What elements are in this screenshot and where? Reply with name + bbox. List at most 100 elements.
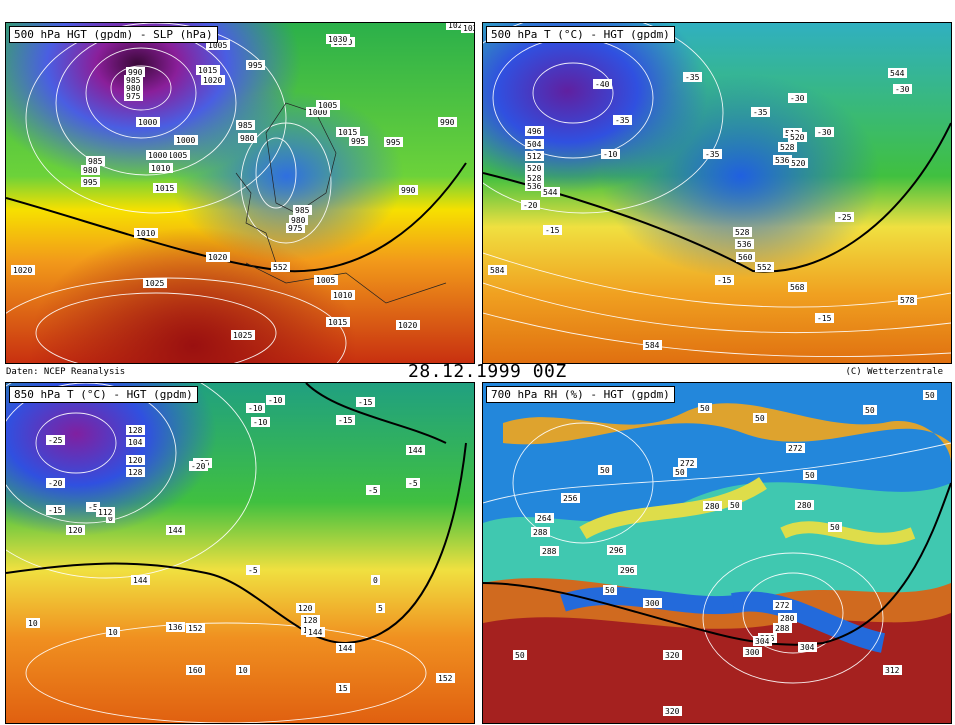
contour-label: 152 — [186, 623, 205, 633]
svg-text:995: 995 — [351, 137, 366, 146]
contour-label: 1020 — [396, 320, 420, 330]
contour-label: 985 — [124, 75, 143, 85]
contour-label: 152 — [436, 673, 455, 683]
contour-label: 272 — [678, 458, 697, 468]
contour-label: 1010 — [331, 290, 355, 300]
contour-label: 112 — [96, 507, 115, 517]
contour-label: 120 — [296, 603, 315, 613]
svg-text:-25: -25 — [48, 436, 63, 445]
svg-text:-35: -35 — [685, 73, 700, 82]
svg-text:296: 296 — [609, 546, 624, 555]
contour-label: -25 — [46, 435, 65, 445]
svg-text:-15: -15 — [545, 226, 560, 235]
svg-text:552: 552 — [273, 263, 288, 272]
svg-text:568: 568 — [790, 283, 805, 292]
svg-text:980: 980 — [240, 134, 255, 143]
contour-label: -15 — [46, 505, 65, 515]
contour-label: 50 — [753, 413, 767, 423]
svg-text:104: 104 — [128, 438, 143, 447]
svg-text:272: 272 — [680, 459, 695, 468]
svg-text:128: 128 — [303, 616, 318, 625]
svg-text:-15: -15 — [358, 398, 373, 407]
t850-map: -25 -20 -15 -10 -10 -15 -20 -5 -5 -5 -5 0 0 5 10 10 10 15… — [6, 383, 474, 723]
contour-label: -5 — [406, 478, 420, 488]
contour-label: 975 — [124, 91, 143, 101]
svg-text:-40: -40 — [595, 80, 610, 89]
svg-text:1020: 1020 — [398, 321, 417, 330]
svg-text:128: 128 — [128, 468, 143, 477]
contour-label: 584 — [488, 265, 507, 275]
contour-label: -15 — [543, 225, 562, 235]
svg-text:1015: 1015 — [328, 318, 347, 327]
contour-label: 0 — [371, 575, 380, 585]
svg-text:-10: -10 — [253, 418, 268, 427]
svg-text:528: 528 — [735, 228, 750, 237]
svg-text:15: 15 — [338, 684, 348, 693]
contour-label: 985 — [293, 205, 312, 215]
svg-text:160: 160 — [188, 666, 203, 675]
svg-text:1010: 1010 — [333, 291, 352, 300]
contour-label: 15 — [336, 683, 350, 693]
svg-text:144: 144 — [308, 628, 323, 637]
svg-text:312: 312 — [885, 666, 900, 675]
contour-label: 10 — [236, 665, 250, 675]
svg-text:980: 980 — [83, 166, 98, 175]
panel-t500-hgt: -40 -35 -35 -35 -35 -30 -30 -30 -25 -20 -15 -15 -15 -… — [482, 22, 952, 364]
contour-label: 50 — [923, 390, 937, 400]
contour-label: 144 — [166, 525, 185, 535]
svg-text:50: 50 — [600, 466, 610, 475]
svg-text:10: 10 — [238, 666, 248, 675]
contour-label: 144 — [131, 575, 150, 585]
contour-label: 50 — [698, 403, 712, 413]
svg-text:256: 256 — [563, 494, 578, 503]
svg-text:560: 560 — [738, 253, 753, 262]
contour-label: 980 — [238, 133, 257, 143]
svg-text:144: 144 — [133, 576, 148, 585]
svg-text:50: 50 — [730, 501, 740, 510]
contour-label: 128 — [301, 615, 320, 625]
svg-text:544: 544 — [543, 188, 558, 197]
svg-text:995: 995 — [386, 138, 401, 147]
svg-text:50: 50 — [865, 406, 875, 415]
svg-text:1025: 1025 — [448, 23, 467, 30]
svg-text:272: 272 — [775, 601, 790, 610]
copyright-label: (C) Wetterzentrale — [845, 367, 943, 377]
contour-label: 10 — [106, 627, 120, 637]
contour-label: 288 — [773, 623, 792, 633]
svg-text:-30: -30 — [817, 128, 832, 137]
contour-label: -25 — [835, 212, 854, 222]
contour-label: -15 — [815, 313, 834, 323]
svg-text:-20: -20 — [191, 462, 206, 471]
contour-label: -35 — [703, 149, 722, 159]
contour-label: -30 — [788, 93, 807, 103]
slp-hgt-map: 1030102510059959909859809751010101510201… — [6, 23, 474, 363]
contour-label: 995 — [246, 60, 265, 70]
contour-label: 104 — [126, 437, 145, 447]
contour-label: -15 — [715, 275, 734, 285]
contour-label: 536 — [773, 155, 792, 165]
svg-text:152: 152 — [188, 624, 203, 633]
contour-label: 995 — [384, 137, 403, 147]
contour-label: 520 — [789, 158, 808, 168]
svg-text:264: 264 — [537, 514, 552, 523]
contour-label: 980 — [81, 165, 100, 175]
svg-text:975: 975 — [126, 92, 141, 101]
contour-label: 985 — [86, 156, 105, 166]
svg-text:1005: 1005 — [208, 41, 227, 50]
svg-text:-10: -10 — [248, 404, 263, 413]
svg-text:1020: 1020 — [13, 266, 32, 275]
rh700-map: 5050505050505050505050502562642722802882… — [483, 383, 951, 723]
svg-text:536: 536 — [775, 156, 790, 165]
svg-text:536: 536 — [527, 182, 542, 191]
svg-text:528: 528 — [527, 174, 542, 183]
contour-label: 990 — [399, 185, 418, 195]
svg-text:296: 296 — [620, 566, 635, 575]
svg-text:280: 280 — [780, 614, 795, 623]
svg-text:320: 320 — [665, 707, 680, 716]
svg-text:985: 985 — [88, 157, 103, 166]
svg-text:120: 120 — [128, 456, 143, 465]
contour-label: 1015 — [196, 65, 220, 75]
contour-label: 1000 — [146, 150, 170, 160]
svg-text:1000: 1000 — [138, 118, 157, 127]
contour-label: -20 — [521, 200, 540, 210]
